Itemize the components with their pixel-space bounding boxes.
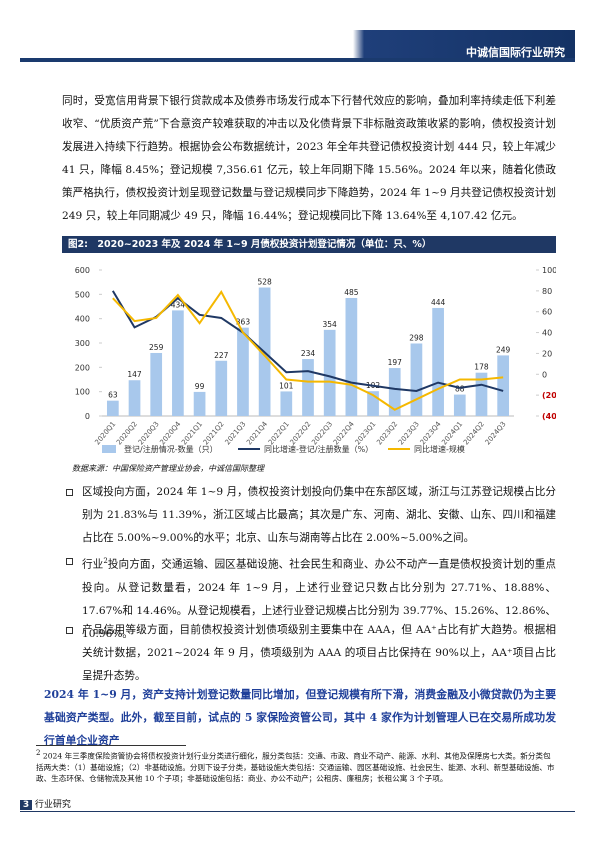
y-tick-label: 200 — [75, 363, 90, 372]
bar-value-label: 227 — [214, 351, 229, 360]
bar-value-label: 363 — [236, 318, 251, 327]
y2-tick-label: 100 — [542, 266, 556, 275]
bar — [128, 380, 141, 416]
bullet: 区域投向方面，2024 年 1~9 月，债权投资计划投向仍集中在东部区域，浙江与… — [66, 481, 556, 550]
bar-value-label: 197 — [388, 358, 403, 367]
legend-label: 同比增速-登记/注册数量（%） — [264, 444, 373, 454]
x-tick-label: 2024Q3 — [484, 420, 508, 446]
y-tick-label: 600 — [75, 266, 90, 275]
bar — [215, 360, 228, 416]
header-rule — [20, 58, 575, 62]
footnote-ref: 2 — [103, 557, 108, 565]
bullet-text: 投向方面，交通运输、园区基础设施、社会民生和商业、办公不动产一直是债权投资计划的… — [82, 558, 556, 640]
bar-value-label: 444 — [431, 298, 446, 307]
bar — [172, 310, 184, 416]
x-tick-label: 2023Q4 — [419, 420, 443, 447]
footnote: 2 2024 年三季度保险资管协会将债权投资计划行业分类进行细化，服分类包括：交… — [36, 748, 556, 784]
bar — [388, 368, 401, 416]
bar-value-label: 101 — [279, 381, 294, 390]
footer-label: 行业研究 — [34, 800, 71, 810]
y2-tick-label: (20) — [542, 391, 556, 400]
footnote-mark: 2 — [36, 749, 41, 757]
header-title: 中诚信国际行业研究 — [466, 46, 565, 59]
y2-tick-label: (40) — [542, 412, 556, 421]
page-number: 3 — [20, 800, 32, 810]
line-series — [111, 290, 504, 392]
bar — [453, 394, 466, 416]
footnote-text: 2024 年三季度保险资管协会将债权投资计划行业分类进行细化，服分类包括：交通、… — [36, 751, 555, 783]
bar — [302, 359, 314, 416]
bar — [367, 391, 379, 416]
bar — [475, 372, 488, 416]
bar-value-label: 259 — [149, 343, 164, 352]
paragraph: 同时，受宽信用背景下银行贷款成本及债券市场发行成本下行替代效应的影响，叠加利率持… — [62, 95, 556, 222]
bar — [280, 391, 293, 416]
bullet: 行业2投向方面，交通运输、园区基础设施、社会民生和商业、办公不动产一直是债权投资… — [66, 550, 556, 646]
x-tick-label: 2022Q3 — [310, 420, 334, 446]
bar — [497, 355, 510, 416]
x-tick-label: 2024Q1 — [440, 420, 464, 446]
y-tick-label: 500 — [75, 290, 90, 299]
y2-tick-label: 20 — [542, 349, 552, 358]
bar-value-label: 234 — [301, 349, 316, 358]
bar-value-label: 249 — [496, 345, 511, 354]
footer: 3 行业研究 — [20, 797, 575, 812]
bar-value-label: 178 — [474, 363, 489, 372]
highlight-paragraph: 2024 年 1~9 月，资产支持计划登记数量同比增加，但登记规模有所下滑，消费… — [44, 688, 556, 747]
bar-value-label: 147 — [127, 370, 142, 379]
y-tick-label: 100 — [75, 388, 90, 397]
x-tick-label: 2020Q3 — [137, 420, 161, 446]
legend-label: 同比增速-规模 — [414, 444, 465, 454]
bar — [193, 391, 206, 416]
x-tick-label: 2023Q3 — [397, 420, 421, 446]
footnote-rule — [36, 745, 186, 746]
bar — [106, 400, 119, 416]
bar-value-label: 354 — [323, 320, 338, 329]
y2-tick-label: 80 — [542, 287, 552, 296]
bar-value-label: 528 — [257, 278, 272, 287]
x-tick-label: 2020Q2 — [115, 420, 139, 446]
x-tick-label: 2020Q4 — [158, 420, 182, 447]
figure-source: 数据来源：中国保险资产管理业协会，中诚信国际整理 — [72, 464, 264, 473]
bar-value-label: 88 — [455, 385, 465, 394]
figure-title-text: 图2: 2020~2023 年及 2024 年 1~9 月债权投资计划登记情况（… — [68, 239, 432, 250]
x-tick-label: 2024Q2 — [462, 420, 486, 446]
x-tick-label: 2023Q2 — [375, 420, 399, 446]
chart: 0 100 200 300 400 500 600 (40) (20) 0 20 40 60 80 100 2… — [75, 266, 556, 454]
bar — [432, 307, 444, 416]
y-tick-label: 300 — [75, 339, 90, 348]
bar — [345, 297, 358, 416]
legend-swatch — [102, 445, 116, 453]
bar-value-label: 99 — [195, 382, 205, 391]
x-tick-label: 2021Q3 — [223, 420, 247, 446]
bar — [237, 327, 249, 416]
bar-value-label: 485 — [344, 288, 359, 297]
y2-tick-label: 40 — [542, 329, 552, 338]
bar-value-label: 434 — [171, 300, 186, 309]
x-tick-label: 2021Q2 — [202, 420, 226, 446]
x-tick-label: 2021Q4 — [245, 420, 269, 447]
x-tick-label: 2021Q1 — [180, 420, 204, 446]
y-tick-label: 0 — [85, 412, 90, 421]
bar — [410, 343, 423, 416]
header-banner — [20, 30, 575, 62]
bar — [323, 329, 336, 416]
bar-value-label: 63 — [108, 391, 118, 400]
bar — [150, 352, 163, 416]
bar-value-label: 298 — [409, 333, 424, 342]
y2-tick-label: 0 — [542, 370, 547, 379]
line-series — [112, 289, 504, 411]
figure-title: 图2: 2020~2023 年及 2024 年 1~9 月债权投资计划登记情况（… — [62, 236, 556, 253]
legend-label: 登记/注册情况-数量（只） — [124, 444, 218, 454]
x-tick-label: 2022Q2 — [289, 420, 313, 446]
x-tick-label: 2020Q1 — [93, 420, 117, 446]
y2-tick-label: 60 — [542, 308, 552, 317]
x-tick-label: 2023Q1 — [354, 420, 378, 446]
y-tick-label: 400 — [75, 315, 90, 324]
bullet: 产品信用等级方面，目前债权投资计划债项级别主要集中在 AAA，但 AA⁺占比有扩… — [66, 619, 556, 688]
bullet-lead: 行业 — [82, 558, 104, 571]
x-tick-label: 2022Q1 — [267, 420, 291, 446]
x-tick-label: 2022Q4 — [332, 420, 356, 447]
